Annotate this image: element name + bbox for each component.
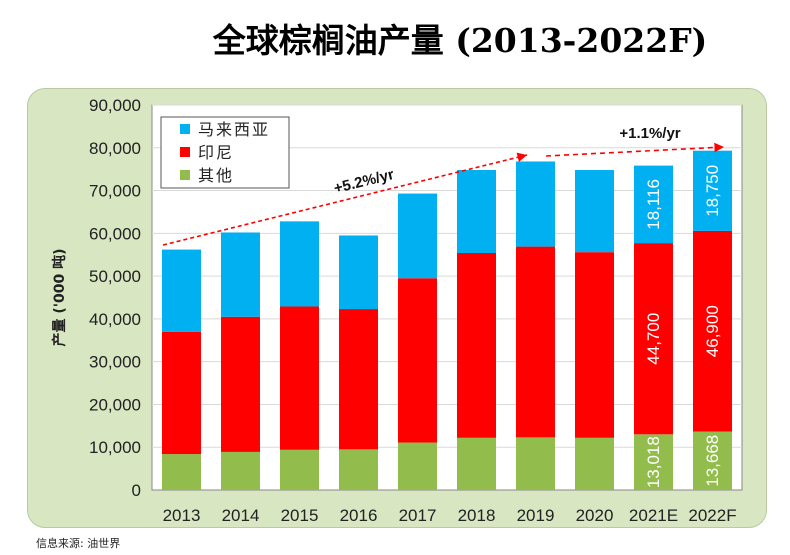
bar-马来西亚-2014 (221, 232, 260, 317)
bar-马来西亚-2018 (457, 170, 496, 254)
source-note: 信息来源: 油世界 (36, 537, 121, 550)
data-label: 44,700 (644, 313, 663, 365)
data-label: 13,018 (644, 436, 663, 488)
y-tick-label: 90,000 (89, 96, 141, 115)
x-tick-label: 2013 (163, 506, 201, 525)
legend-swatch (180, 124, 190, 134)
x-tick-label: 2021E (629, 506, 678, 525)
bar-马来西亚-2020 (575, 170, 614, 253)
y-tick-label: 50,000 (89, 267, 141, 286)
bar-其他-2020 (575, 437, 614, 490)
bar-印尼-2015 (280, 306, 319, 450)
bar-马来西亚-2016 (339, 235, 378, 310)
trend-annotation: +1.1%/yr (619, 125, 680, 142)
data-label: 46,900 (703, 305, 722, 357)
y-axis-title: 产量 ('000 吨) (51, 248, 68, 346)
y-tick-label: 40,000 (89, 310, 141, 329)
y-tick-label: 20,000 (89, 395, 141, 414)
x-tick-label: 2019 (517, 506, 555, 525)
y-tick-label: 60,000 (89, 224, 141, 243)
legend-label: 其他 (198, 166, 234, 185)
bar-其他-2021E (634, 434, 673, 490)
y-tick-label: 70,000 (89, 182, 141, 201)
bar-印尼-2018 (457, 253, 496, 438)
bar-其他-2022F (693, 431, 732, 490)
bar-印尼-2013 (162, 331, 201, 455)
bar-其他-2018 (457, 437, 496, 490)
bar-马来西亚-2013 (162, 249, 201, 332)
x-tick-label: 2020 (576, 506, 614, 525)
y-tick-label: 10,000 (89, 438, 141, 457)
legend-label: 印尼 (198, 143, 234, 162)
legend-swatch (180, 170, 190, 180)
bar-马来西亚-2022F (693, 150, 732, 231)
bar-印尼-2021E (634, 243, 673, 435)
y-tick-label: 30,000 (89, 353, 141, 372)
x-tick-label: 2022F (688, 506, 736, 525)
bar-印尼-2017 (398, 278, 437, 443)
x-tick-label: 2018 (458, 506, 496, 525)
x-tick-label: 2016 (340, 506, 378, 525)
bar-马来西亚-2019 (516, 161, 555, 247)
bar-马来西亚-2017 (398, 193, 437, 279)
y-tick-label: 80,000 (89, 139, 141, 158)
data-label: 13,668 (703, 435, 722, 487)
bar-其他-2017 (398, 442, 437, 490)
bar-马来西亚-2015 (280, 221, 319, 307)
bar-马来西亚-2021E (634, 165, 673, 244)
chart-title: 全球棕榈油产量 (2013-2022F) (212, 21, 708, 60)
bar-其他-2014 (221, 451, 260, 490)
bar-其他-2019 (516, 437, 555, 490)
bar-印尼-2020 (575, 252, 614, 438)
bar-印尼-2014 (221, 316, 260, 452)
x-tick-label: 2015 (281, 506, 319, 525)
legend-label: 马来西亚 (198, 120, 270, 139)
data-label: 18,116 (644, 179, 663, 230)
bar-其他-2015 (280, 449, 319, 490)
bar-印尼-2022F (693, 230, 732, 432)
y-tick-label: 0 (132, 481, 141, 500)
x-tick-label: 2014 (222, 506, 260, 525)
bar-其他-2013 (162, 454, 201, 490)
bar-印尼-2019 (516, 246, 555, 438)
trend-line-2019-2022 (545, 142, 725, 157)
bar-印尼-2016 (339, 309, 378, 450)
bar-其他-2016 (339, 449, 378, 490)
legend-swatch (180, 147, 190, 157)
data-label: 18,750 (703, 165, 722, 217)
x-tick-label: 2017 (399, 506, 437, 525)
